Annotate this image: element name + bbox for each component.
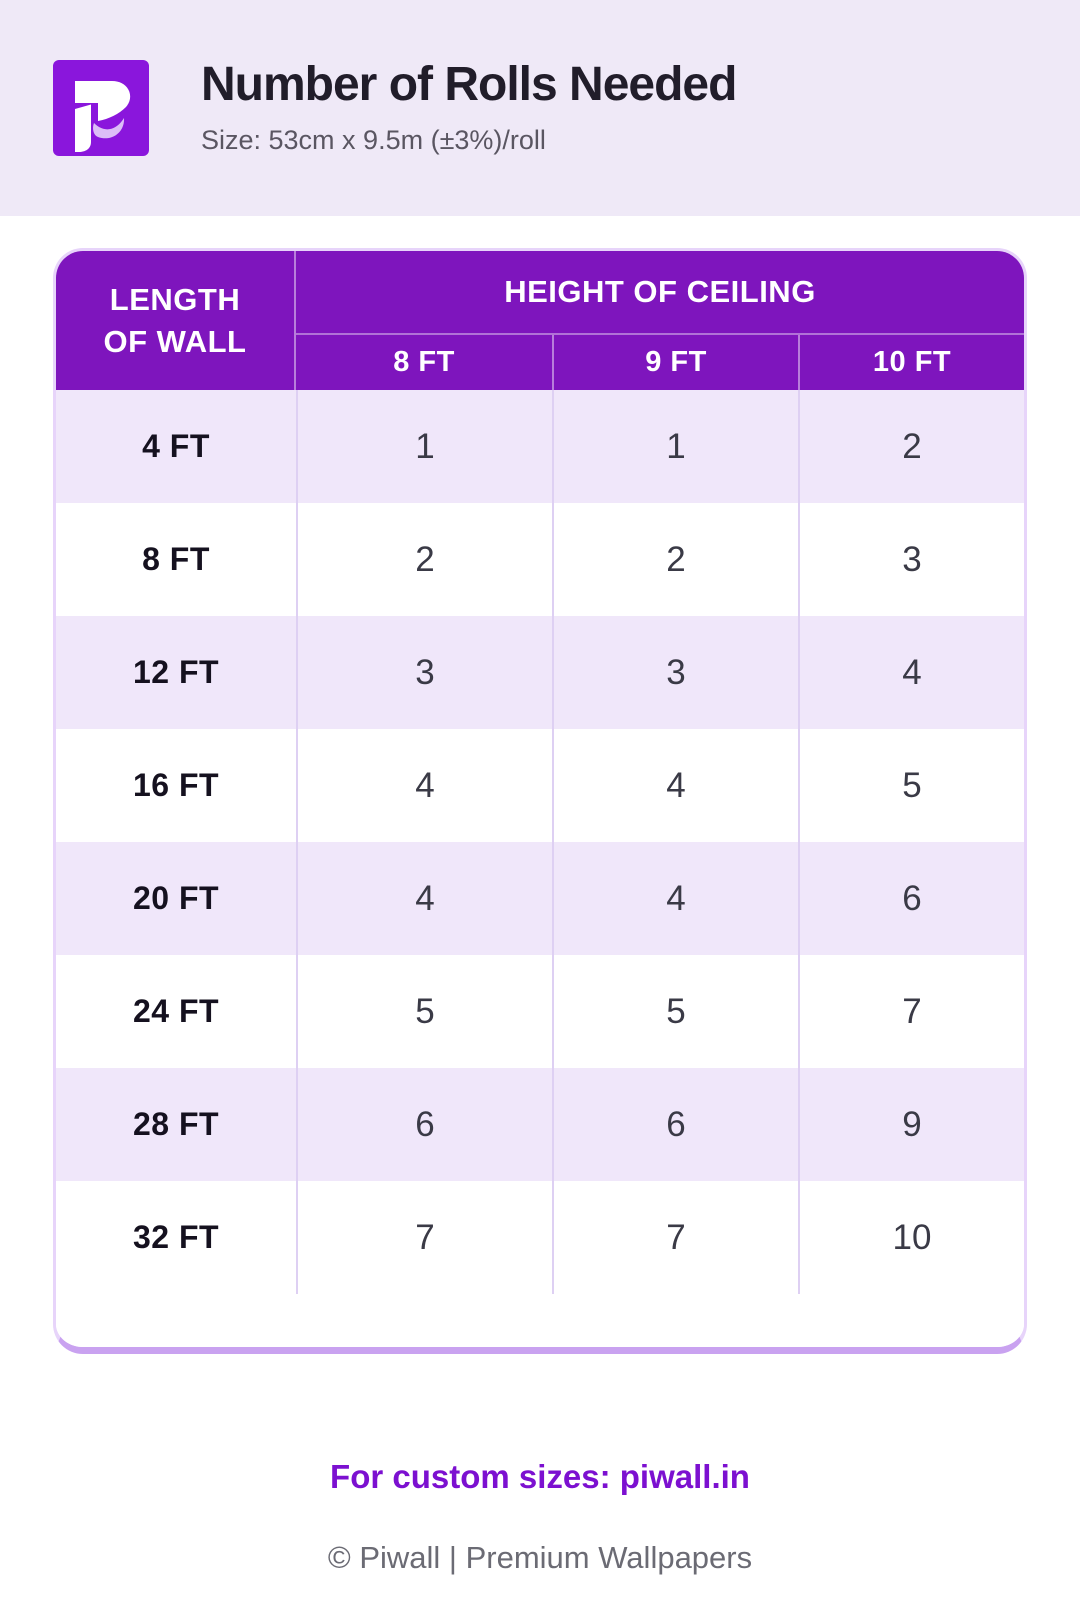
table-row-28ft: 28 FT 6 6 9: [56, 1068, 1024, 1181]
row-label: 24 FT: [132, 993, 220, 1029]
cell-value: 2: [296, 503, 552, 616]
cell-value: 4: [552, 729, 798, 842]
custom-sizes-link[interactable]: For custom sizes: piwall.in: [330, 1458, 750, 1495]
rolls-table-card: LENGTH OF WALL HEIGHT OF CEILING 8 FT 9 …: [53, 248, 1027, 1354]
row-label: 28 FT: [132, 1106, 220, 1142]
cell-value: 1: [552, 390, 798, 503]
table-header: LENGTH OF WALL HEIGHT OF CEILING 8 FT 9 …: [56, 251, 1024, 390]
row-label: 16 FT: [132, 767, 220, 803]
column-header-10ft: 10 FT: [798, 335, 1024, 390]
column-header-length-of-wall: LENGTH OF WALL: [56, 251, 296, 390]
table-row-20ft: 20 FT 4 4 6: [56, 842, 1024, 955]
cell-value: 4: [552, 842, 798, 955]
column-header-9ft: 9 FT: [552, 335, 798, 390]
row-label: 32 FT: [132, 1219, 220, 1255]
cell-value: 4: [798, 616, 1024, 729]
page-title: Number of Rolls Needed: [201, 58, 737, 112]
table-row-4ft: 4 FT 1 1 2: [56, 390, 1024, 503]
roll-size-subtitle: Size: 53cm x 9.5m (±3%)/roll: [201, 124, 546, 155]
cell-value: 6: [798, 842, 1024, 955]
row-label: 12 FT: [132, 654, 220, 690]
cell-value: 3: [552, 616, 798, 729]
header-band: Number of Rolls Needed Size: 53cm x 9.5m…: [0, 0, 1080, 216]
row-label: 4 FT: [142, 428, 210, 464]
table-row-16ft: 16 FT 4 4 5: [56, 729, 1024, 842]
cell-value: 2: [798, 390, 1024, 503]
cell-value: 4: [296, 729, 552, 842]
copyright-text: © Piwall | Premium Wallpapers: [327, 1540, 753, 1575]
length-of-wall-line2: OF WALL: [103, 323, 247, 359]
card-bottom-padding: [56, 1294, 1024, 1347]
cell-value: 1: [296, 390, 552, 503]
cell-value: 7: [552, 1181, 798, 1294]
cell-value: 4: [296, 842, 552, 955]
table-row-24ft: 24 FT 5 5 7: [56, 955, 1024, 1068]
cell-value: 3: [798, 503, 1024, 616]
table-row-8ft: 8 FT 2 2 3: [56, 503, 1024, 616]
column-group-header-height-of-ceiling: HEIGHT OF CEILING: [296, 251, 1024, 335]
row-label: 8 FT: [142, 541, 210, 577]
cell-value: 9: [798, 1068, 1024, 1181]
cell-value: 10: [798, 1181, 1024, 1294]
row-label: 20 FT: [132, 880, 220, 916]
footer: For custom sizes: piwall.in © Piwall | P…: [0, 1354, 1080, 1576]
length-of-wall-line1: LENGTH: [109, 281, 241, 317]
cell-value: 6: [296, 1068, 552, 1181]
cell-value: 2: [552, 503, 798, 616]
piwall-p-icon: [75, 81, 131, 152]
cell-value: 7: [296, 1181, 552, 1294]
table-body: 4 FT 1 1 2 8 FT 2 2 3 12 FT 3 3 4 16 FT …: [56, 390, 1024, 1347]
cell-value: 6: [552, 1068, 798, 1181]
cell-value: 5: [798, 729, 1024, 842]
header-titles: Number of Rolls Needed Size: 53cm x 9.5m…: [201, 58, 737, 155]
piwall-logo: [53, 60, 149, 156]
column-header-8ft: 8 FT: [393, 346, 455, 378]
cell-value: 5: [552, 955, 798, 1068]
table-row-12ft: 12 FT 3 3 4: [56, 616, 1024, 729]
cell-value: 5: [296, 955, 552, 1068]
cell-value: 7: [798, 955, 1024, 1068]
table-row-32ft: 32 FT 7 7 10: [56, 1181, 1024, 1294]
cell-value: 3: [296, 616, 552, 729]
page: Number of Rolls Needed Size: 53cm x 9.5m…: [0, 0, 1080, 1576]
